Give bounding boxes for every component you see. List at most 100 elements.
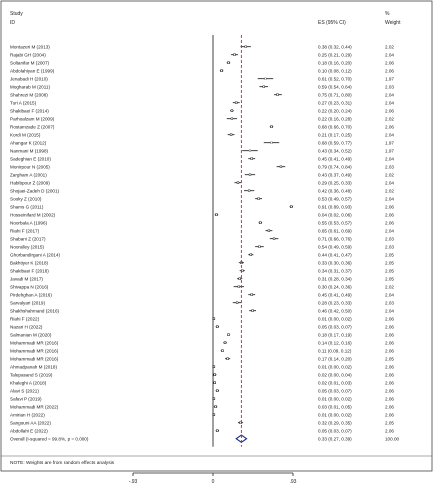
es-text: 0.91 (0.89, 0.93) [318, 204, 352, 209]
table-row: Safavi P (2019) 0.01 (0.00, 0.02) 2.06 [10, 396, 394, 401]
es-text: 0.79 (0.74, 0.84) [318, 164, 352, 169]
table-row: Shivappa N (2016) 0.30 (0.24, 0.36) 2.02 [10, 284, 394, 289]
weight-text: 2.06 [385, 108, 394, 113]
study-name: Noorbala A (1996) [10, 220, 47, 225]
es-point [214, 405, 217, 408]
es-point [227, 333, 230, 336]
study-name: Mohammadi MR (2022) [10, 404, 59, 409]
table-row: Mohammadi MR (2016) 0.17 (0.14, 0.20) 2.05 [10, 356, 394, 361]
study-name: Riahi F (2017) [10, 228, 40, 233]
es-text: 0.01 (0.00, 0.02) [318, 364, 352, 369]
es-text: 0.22 (0.16, 0.28) [318, 116, 352, 121]
es-point [280, 165, 282, 168]
es-text: 0.65 (0.61, 0.69) [318, 228, 352, 233]
study-name: Parhoalzam M (2009) [10, 116, 55, 121]
es-point [221, 349, 224, 352]
table-row: Riahi F (2017) 0.65 (0.61, 0.69) 2.04 [10, 228, 394, 233]
study-name: Shakibaei F (2014) [10, 108, 49, 113]
table-row: Sarvalyari (2019) 0.28 (0.23, 0.33) 2.03 [10, 300, 394, 305]
es-text: 0.05 (0.03, 0.07) [318, 428, 352, 433]
table-row: Nooralley (2015) 0.54 (0.49, 0.59) 2.03 [10, 244, 394, 249]
weight-text: 2.05 [385, 276, 394, 281]
es-text: 0.53 (0.49, 0.57) [318, 196, 352, 201]
table-row: Mogharab M (2011) 0.59 (0.54, 0.64) 2.03 [10, 84, 394, 89]
overall-es-text: 0.33 (0.27, 0.39) [318, 436, 352, 441]
study-name: Khaleghi A (2018) [10, 380, 47, 385]
weight-text: 2.02 [385, 44, 394, 49]
es-text: 0.27 (0.23, 0.31) [318, 100, 352, 105]
weight-text: 2.04 [385, 92, 394, 97]
es-point [237, 181, 239, 184]
study-name: Shivappa N (2016) [10, 284, 49, 289]
table-row: Amirian H (2022) 0.01 (0.00, 0.02) 2.06 [10, 412, 394, 417]
weight-text: 2.04 [385, 132, 394, 137]
weight-text: 2.06 [385, 340, 394, 345]
es-point [244, 45, 247, 48]
header-weight: Weight [385, 20, 401, 26]
weight-text: 2.03 [385, 236, 394, 241]
table-row: Shakibaei F (2018) 0.34 (0.31, 0.37) 2.05 [10, 268, 394, 273]
weight-text: 1.97 [385, 76, 394, 81]
study-name: Mohammadi MR (2016) [10, 340, 59, 345]
table-row: Rajabi GH (2004) 0.25 (0.21, 0.29) 2.04 [10, 52, 394, 57]
es-text: 0.45 (0.41, 0.49) [318, 292, 352, 297]
es-text: 0.42 (0.36, 0.48) [318, 188, 352, 193]
study-name: Nazari H (2022) [10, 324, 43, 329]
table-row: Sangouni AA (2022) 0.32 (0.29, 0.35) 2.05 [10, 420, 394, 425]
weight-text: 2.02 [385, 172, 394, 177]
table-row: Shahrezi M (2008) 0.75 (0.71, 0.80) 2.04 [10, 92, 394, 97]
weight-text: 2.02 [385, 284, 394, 289]
es-point [216, 389, 219, 392]
es-text: 0.01 (0.00, 0.02) [318, 316, 352, 321]
weight-text: 2.06 [385, 388, 394, 393]
overall-label: Overall (I-squared = 99.8%, p = 0.000) [10, 436, 89, 441]
weight-text: 2.04 [385, 180, 394, 185]
study-name: Abdollahi E (2022) [10, 428, 48, 433]
weight-text: 2.06 [385, 220, 394, 225]
weight-text: 2.05 [385, 356, 394, 361]
es-text: 0.28 (0.23, 0.33) [318, 300, 352, 305]
es-text: 0.30 (0.24, 0.36) [318, 284, 352, 289]
weight-text: 2.04 [385, 156, 394, 161]
es-text: 0.55 (0.53, 0.57) [318, 220, 352, 225]
table-row: Talepasand S (2019) 0.02 (0.00, 0.04) 2.06 [10, 372, 394, 377]
es-text: 0.44 (0.41, 0.47) [318, 252, 352, 257]
es-text: 0.02 (0.00, 0.04) [318, 372, 352, 377]
plot-border [0, 0, 433, 472]
es-point [220, 69, 223, 72]
weight-text: 2.06 [385, 332, 394, 337]
study-name: Rajabi GH (2004) [10, 52, 46, 57]
es-point [213, 413, 215, 416]
table-row: Nazari H (2022) 0.05 (0.03, 0.07) 2.06 [10, 324, 394, 329]
es-point [273, 237, 275, 240]
es-text: 0.75 (0.71, 0.80) [318, 92, 352, 97]
study-name: Shams G (2011) [10, 204, 44, 209]
weight-text: 2.05 [385, 252, 394, 257]
table-row: Khaleghi A (2018) 0.02 (0.01, 0.03) 2.06 [10, 380, 394, 385]
study-name: Abdolahiyan E (1999) [10, 68, 55, 73]
es-point [213, 373, 216, 376]
overall-row: Overall (I-squared = 99.8%, p = 0.000) 0.… [10, 434, 399, 443]
es-point [268, 229, 270, 232]
study-name: Montazeri M (2013) [10, 44, 50, 49]
table-row: Montazeri M (2013) 0.38 (0.32, 0.44) 2.02 [10, 44, 394, 49]
study-name: Nanmani M (1998) [10, 148, 49, 153]
table-row: Soltanifar M (2007) 0.18 (0.16, 0.20) 2.06 [10, 60, 394, 65]
table-row: Sadeghian E (2010) 0.45 (0.41, 0.49) 2.04 [10, 156, 394, 161]
es-point [250, 253, 252, 256]
weight-text: 2.06 [385, 204, 394, 209]
study-name: Hosseinifard M (2002) [10, 212, 56, 217]
study-name: Mohammadi MR (2016) [10, 356, 59, 361]
weight-text: 2.03 [385, 300, 394, 305]
es-point [249, 149, 251, 152]
weight-text: 2.06 [385, 68, 394, 73]
study-name: Jenabadi H (2010) [10, 76, 48, 81]
weight-text: 2.04 [385, 228, 394, 233]
study-name: Bakhtiyer K (2018) [10, 260, 49, 265]
es-text: 0.43 (0.34, 0.52) [318, 148, 352, 153]
table-row: Kordi M (2015) 0.21 (0.17, 0.25) 2.04 [10, 132, 394, 137]
weight-text: 2.06 [385, 60, 394, 65]
es-text: 0.61 (0.52, 0.70) [318, 76, 352, 81]
es-point [238, 277, 241, 280]
header-id: ID [10, 20, 15, 26]
